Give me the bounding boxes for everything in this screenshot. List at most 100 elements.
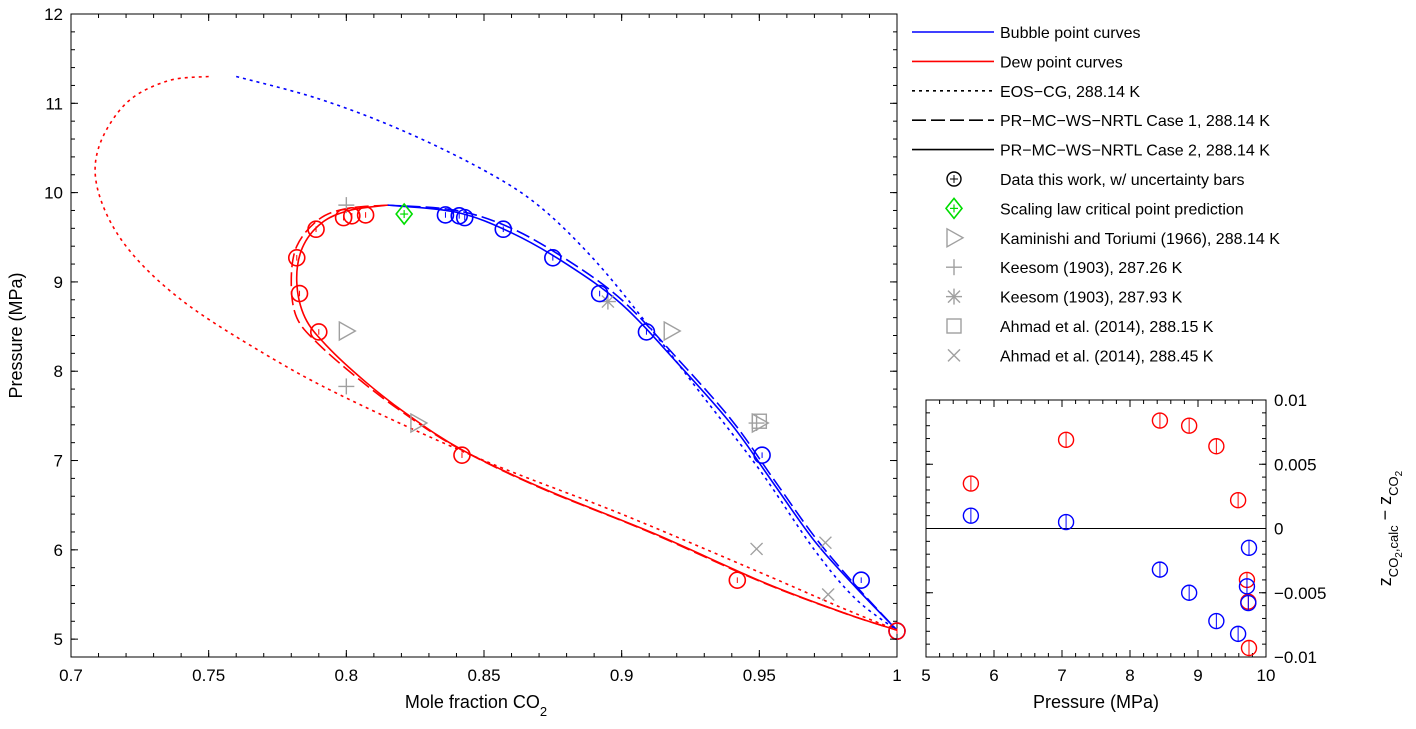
marker-dew-data-ring [728, 571, 747, 589]
marker-dew-data [287, 249, 306, 267]
marker-bubble-data-ring [637, 323, 656, 341]
legend-swatch-b [947, 348, 961, 362]
main-markers [287, 197, 906, 640]
residual-point [1240, 639, 1258, 657]
main-y-tick-label: 8 [54, 362, 63, 381]
marker-bubble-data [590, 284, 609, 303]
main-x-axis-title-main: Mole fraction CO [405, 692, 540, 712]
res-x-tick-label: 6 [989, 666, 998, 685]
marker-bubble-data [753, 446, 771, 464]
res-ylabel-sub3: CO [1386, 476, 1401, 496]
legend-label: Keesom (1903), 287.93 K [1000, 290, 1183, 307]
legend-label: Kaminishi and Toriumi (1966), 288.14 K [1000, 231, 1280, 248]
main-x-axis-title: Mole fraction CO2 [405, 692, 547, 719]
legend-swatch [946, 171, 962, 187]
curve-dew-case1 [290, 204, 898, 631]
legend-swatch [946, 259, 962, 276]
res-ylabel-minus: − [1375, 505, 1395, 526]
marker-dew-data-ring [453, 446, 471, 464]
main-x-tick-label: 0.8 [335, 666, 359, 685]
legend-swatch-x [947, 290, 961, 304]
res-x-tick-label: 5 [921, 666, 930, 685]
marker-dew-data [728, 571, 747, 589]
residual-point [1229, 625, 1247, 643]
residual-point [962, 507, 980, 524]
marker-dew-data-ring [356, 206, 375, 224]
marker-dew-data-ring [343, 207, 361, 225]
legend-entry: EOS−CG, 288.14 K [912, 84, 1140, 101]
marker-bubble-data [544, 249, 562, 267]
marker-ahmad-28845 [821, 587, 835, 601]
marker-ahmad-28845-b [818, 536, 832, 550]
marker-bubble-data-ring [436, 206, 455, 224]
main-y-tick-label: 12 [44, 5, 63, 24]
residual-plot: 5 6 7 8 9 10−0.01 −0.005 0 0.005 0.01 Pressure (M… [921, 391, 1405, 712]
main-y-tick-label: 9 [54, 273, 63, 292]
res-y-tick-label: 0.01 [1274, 391, 1307, 410]
residual-y-axis-title: zCO2,calc − zCO2 [1375, 470, 1405, 586]
marker-bubble-data [852, 571, 871, 589]
legend-label: EOS−CG, 288.14 K [1000, 84, 1140, 101]
legend-swatch-ring [946, 171, 962, 187]
main-y-tick-label: 10 [44, 184, 63, 203]
residual-point [1057, 513, 1075, 531]
res-ylabel-z: z [1375, 577, 1395, 586]
main-x-axis-title-sub: 2 [540, 704, 547, 719]
residual-point [962, 475, 980, 492]
legend-label: Dew point curves [1000, 54, 1123, 71]
marker-bubble-data [494, 220, 513, 239]
legend-entry: Ahmad et al. (2014), 288.45 K [947, 348, 1214, 365]
legend-label: Scaling law critical point prediction [1000, 201, 1244, 218]
res-ylabel-sub2: 2 [1394, 552, 1405, 558]
residual-point [1240, 539, 1258, 556]
legend-entry: Data this work, w/ uncertainty bars [946, 171, 1245, 189]
marker-kaminishi [410, 412, 429, 434]
main-x-tick-label: 1 [892, 666, 901, 685]
main-plot-frame [70, 13, 898, 658]
marker-dew-data [309, 323, 328, 341]
legend-label: Ahmad et al. (2014), 288.15 K [1000, 319, 1214, 336]
marker-ahmad-28815 [751, 413, 768, 429]
legend-swatch [946, 227, 965, 248]
marker-ahmad-28845 [818, 536, 832, 550]
residual-axis-ticks: 5 6 7 8 9 10−0.01 −0.005 0 0.005 0.01 [921, 391, 1326, 685]
marker-kaminishi [663, 320, 682, 342]
residual-point [1180, 584, 1198, 601]
res-y-tick-label: 0 [1274, 520, 1283, 539]
residual-point [1208, 612, 1225, 630]
main-x-tick-label: 0.85 [467, 666, 500, 685]
legend-swatch [944, 197, 964, 220]
marker-ahmad-28845-b [750, 542, 764, 556]
res-ylabel-sub4: 2 [1394, 470, 1405, 476]
res-x-tick-label: 8 [1125, 666, 1134, 685]
marker-bubble-data-ring [455, 208, 474, 227]
marker-scaling-critical-shape [395, 202, 414, 226]
legend-swatch [947, 348, 961, 362]
marker-bubble-data-ring [494, 220, 513, 239]
marker-scaling-critical [395, 202, 414, 226]
main-x-tick-label: 0.9 [610, 666, 634, 685]
legend-entry: Scaling law critical point prediction [944, 197, 1244, 220]
residual-point [1151, 412, 1169, 429]
marker-bubble-data-ring [590, 284, 609, 303]
residual-point [1208, 438, 1225, 455]
res-ylabel-z2: z [1375, 496, 1395, 505]
legend-entry: PR−MC−WS−NRTL Case 1, 288.14 K [912, 113, 1270, 130]
marker-bubble-data-ring [753, 446, 771, 464]
main-axis-ticks: 0.7 0.75 0.8 0.85 0.9 0.95 1 5 6 7 8 9 10 11 12 [44, 5, 902, 685]
legend-label: Ahmad et al. (2014), 288.45 K [1000, 348, 1214, 365]
marker-dew-data [453, 446, 471, 464]
legend-label: Data this work, w/ uncertainty bars [1000, 172, 1245, 189]
main-curves [94, 75, 898, 631]
marker-bubble-data [436, 206, 455, 224]
res-x-tick-label: 9 [1193, 666, 1202, 685]
marker-bubble-data [637, 323, 656, 341]
residual-point [1238, 578, 1256, 595]
main-x-tick-label: 0.7 [59, 666, 83, 685]
curve-bubble-EOS-CG [235, 75, 898, 631]
legend-entry: Bubble point curves [912, 25, 1141, 42]
main-phase-envelope-plot: 0.7 0.75 0.8 0.85 0.9 0.95 1 5 6 7 8 9 10 11 12 Pressu… [6, 5, 906, 719]
main-x-tick-label: 0.95 [743, 666, 776, 685]
marker-dew-data [356, 206, 375, 224]
